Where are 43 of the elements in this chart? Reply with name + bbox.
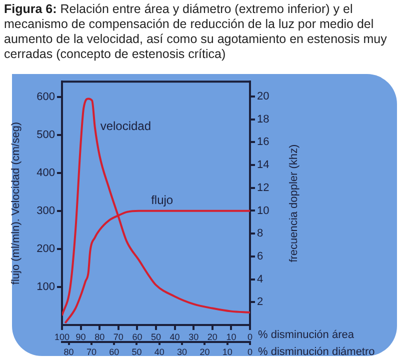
y-tick-label: 300 (36, 204, 55, 217)
y2-tick-label: 14 (257, 159, 270, 172)
x-tick-label: 100 (54, 332, 70, 342)
x-tick-label: 50 (150, 332, 162, 342)
x2-tick-label: 40 (154, 346, 164, 357)
y-tick-label: 200 (36, 242, 55, 255)
x-tick-label: 0 (247, 332, 253, 342)
x-tick-label: 70 (113, 332, 124, 342)
x2-tick-label: 30 (177, 346, 188, 357)
y-tick-label: 500 (36, 128, 55, 141)
x2-tick-label: 50 (132, 346, 142, 357)
y2-tick-label: 2 (257, 296, 264, 308)
x-tick-label: 60 (132, 332, 142, 342)
x-tick-label: 90 (76, 332, 86, 342)
y2-tick-label: 6 (257, 250, 264, 262)
y2-tick-label: 20 (257, 90, 270, 102)
x-tick-label: 80 (94, 332, 105, 342)
y2-tick-label: 4 (257, 273, 264, 286)
x2-tick-label: 60 (109, 346, 120, 357)
x2-tick-label: 10 (222, 346, 232, 357)
y-axis-title: flujo (ml/mln). Velocidad (cm/seg) (10, 122, 22, 285)
x-tick-label: 40 (170, 332, 180, 342)
series-label: flujo (151, 193, 174, 208)
y-tick-label: 600 (36, 90, 55, 103)
x-tick-label: 20 (207, 332, 218, 342)
y2-axis-title: frecuencia doppler (khz) (288, 144, 300, 262)
y2-tick-label: 16 (257, 136, 270, 148)
y2-tick-label: 10 (257, 204, 270, 217)
series-label: velocidad (100, 119, 152, 134)
y-tick-label: 100 (36, 281, 55, 293)
x-tick-label: 30 (188, 332, 199, 342)
x2-tick-label: 70 (86, 346, 96, 357)
y2-tick-label: 8 (257, 228, 264, 240)
y2-tick-label: 12 (257, 182, 270, 194)
x2-tick-label: 80 (64, 346, 74, 357)
x-axis-title: % disminución área (258, 329, 355, 342)
x-tick-label: 10 (226, 332, 236, 342)
x2-tick-label: 20 (200, 346, 210, 357)
x2-tick-label: 0 (247, 346, 253, 357)
y-tick-label: 400 (36, 166, 55, 179)
chart-title: Figura 6: Relación entre área y diámetro (extremo inferior) y el mecanismo de compensación de reducción de la luz por medio del aumento de la velocidad, así como su agotamiento en estenosis muy cerradas (concepto de estenosis crítica) (4, 2, 387, 61)
y2-tick-label: 18 (257, 113, 270, 126)
x2-axis-title: % disminución diámetro (258, 346, 375, 358)
